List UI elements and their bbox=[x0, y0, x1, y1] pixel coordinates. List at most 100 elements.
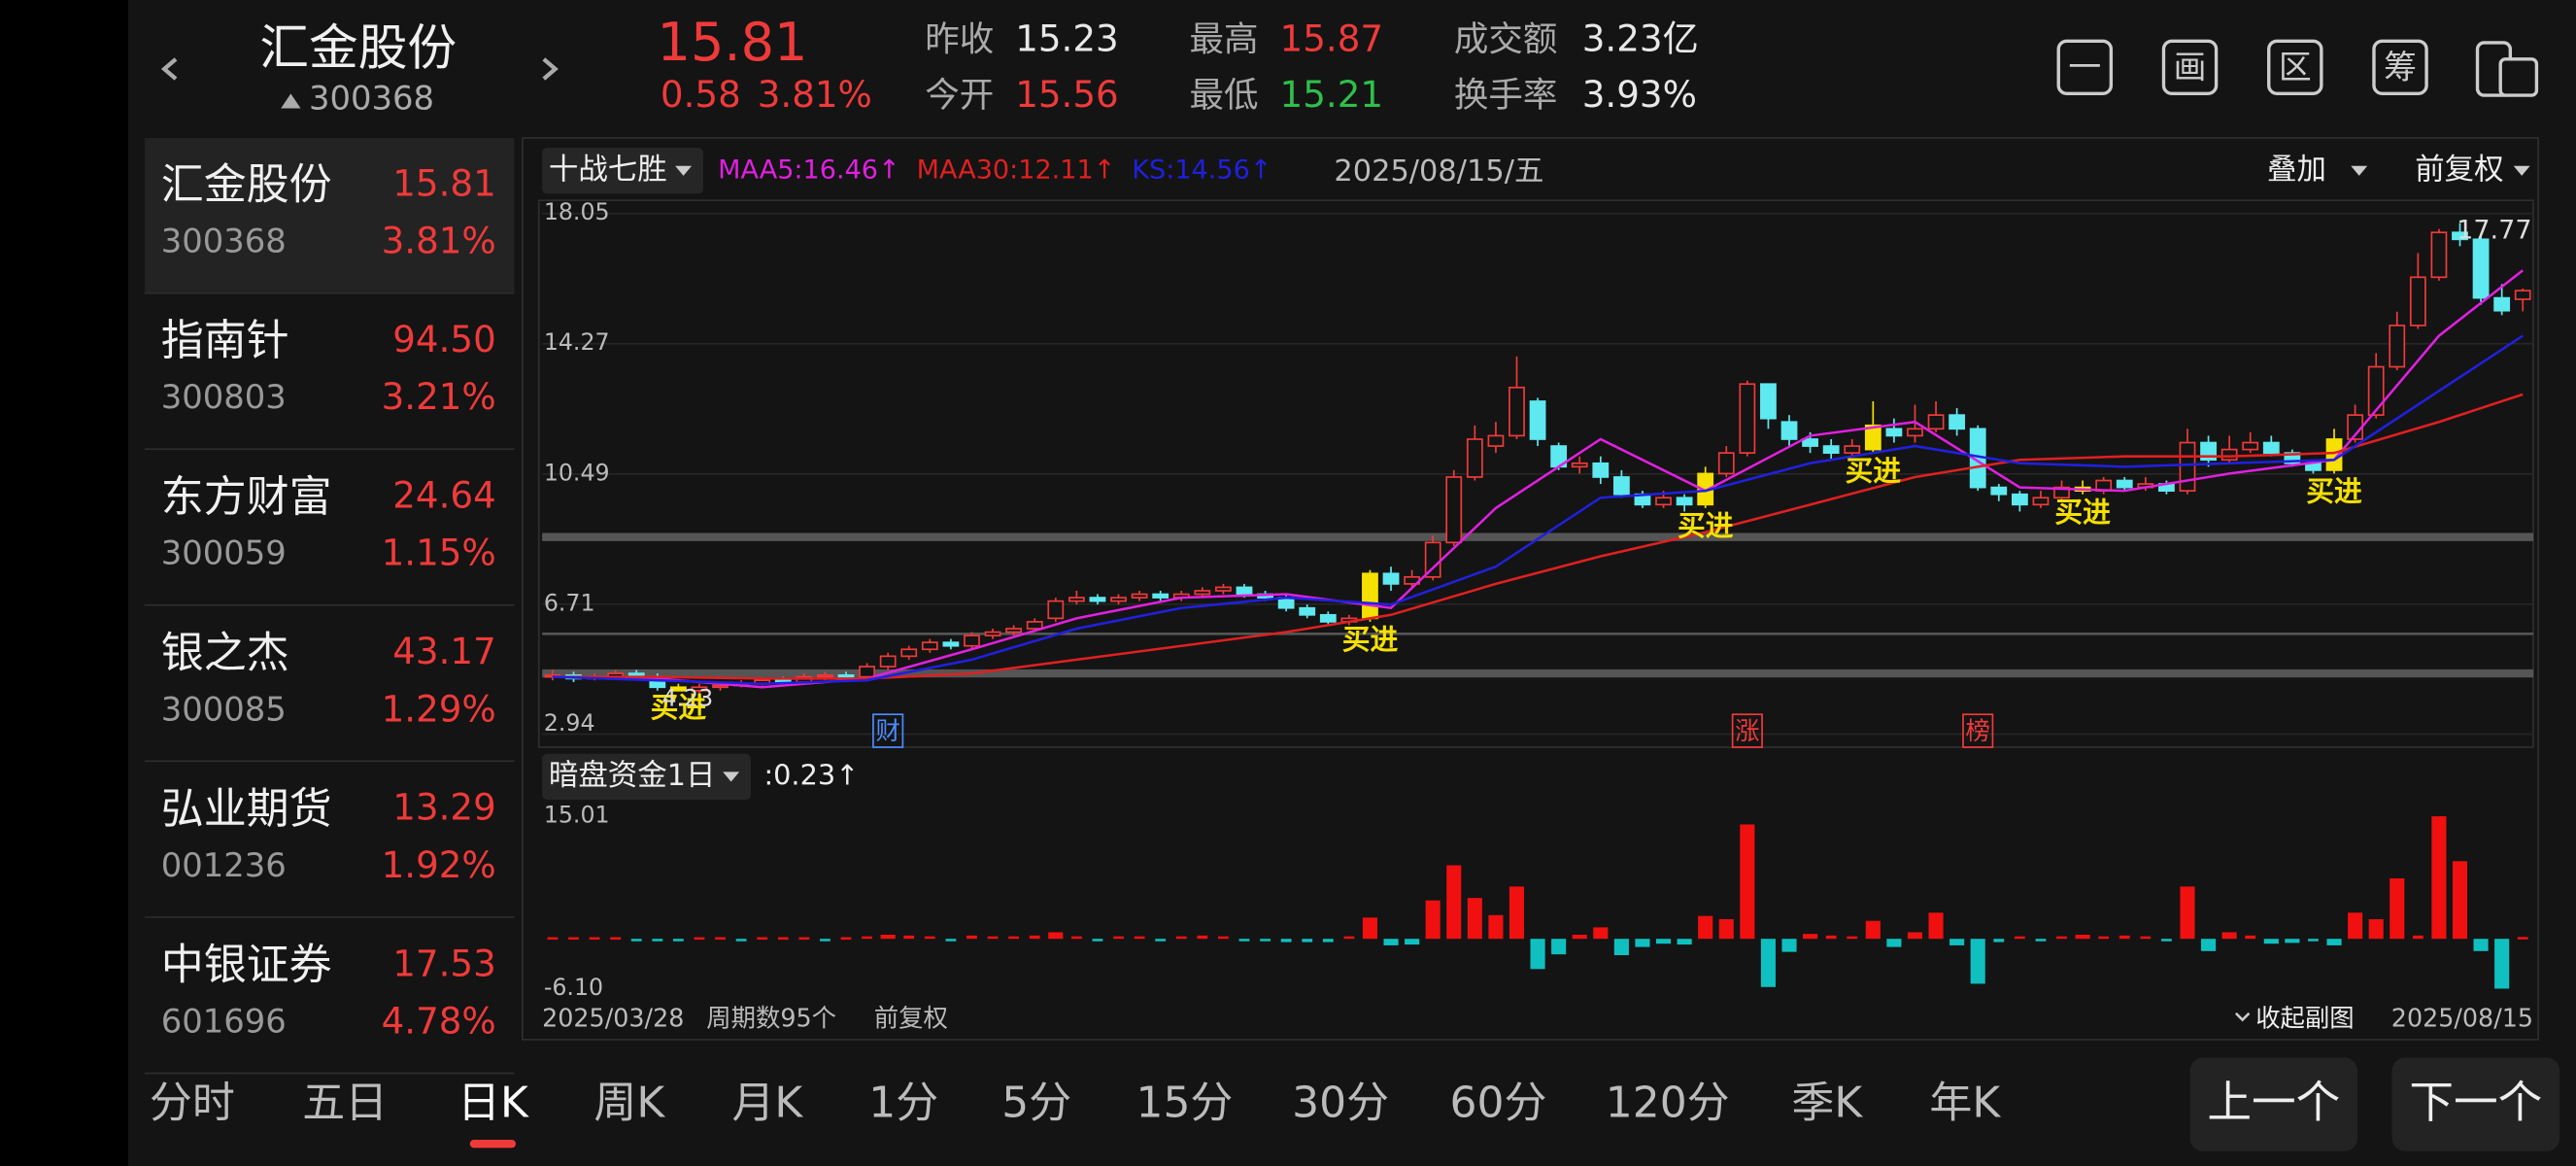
y-tick-label: 6.71 bbox=[544, 589, 595, 616]
watch-name: 中银证券 bbox=[161, 941, 332, 990]
candle-body bbox=[2116, 479, 2133, 489]
watch-row[interactable] bbox=[144, 450, 515, 604]
watch-row[interactable] bbox=[144, 293, 515, 449]
candle-body bbox=[2430, 231, 2448, 279]
signal-label: 买进 bbox=[1678, 509, 1734, 542]
fund-bar bbox=[1425, 900, 1441, 940]
tool-label[interactable]: 筹 bbox=[2384, 48, 2417, 86]
fund-bar bbox=[1551, 939, 1567, 955]
fund-bar bbox=[2014, 936, 2025, 940]
watch-row[interactable] bbox=[144, 137, 515, 292]
tool-icon[interactable] bbox=[2056, 39, 2114, 96]
tool-icon[interactable] bbox=[2267, 39, 2323, 96]
nav-button-bg[interactable] bbox=[2391, 1057, 2560, 1151]
candle-body bbox=[1907, 428, 1923, 437]
candle-body bbox=[879, 655, 897, 668]
sub-indicator-name[interactable]: 暗盘资金1日 bbox=[549, 759, 716, 793]
fund-bar bbox=[1655, 939, 1672, 944]
candle-body bbox=[2284, 452, 2301, 464]
fund-bar bbox=[672, 939, 684, 942]
indicator-select[interactable] bbox=[542, 148, 703, 194]
tool-label[interactable]: 一 bbox=[2068, 48, 2101, 86]
period-tab[interactable]: 15分 bbox=[1135, 1078, 1233, 1127]
candle-body bbox=[2389, 325, 2406, 368]
period-tab[interactable]: 五日 bbox=[302, 1078, 388, 1127]
period-tab[interactable]: 周K bbox=[593, 1078, 665, 1127]
watch-row[interactable] bbox=[144, 762, 515, 917]
fund-bar bbox=[1467, 898, 1482, 940]
stat-value: 15.23 bbox=[1015, 17, 1119, 60]
watch-price: 94.50 bbox=[392, 318, 496, 360]
tool-icon[interactable] bbox=[2161, 39, 2219, 96]
fund-bar bbox=[2035, 939, 2047, 942]
watch-price: 24.64 bbox=[392, 474, 496, 517]
chart-date: 2025/08/15/五 bbox=[1334, 154, 1543, 189]
collapse-button[interactable]: 收起副图 bbox=[2255, 1004, 2354, 1033]
dropdown-caret bbox=[2351, 165, 2368, 176]
stock-code: 300368 bbox=[309, 80, 434, 118]
fund-bar bbox=[1092, 939, 1103, 942]
candle-body bbox=[2242, 441, 2259, 451]
period-tab[interactable]: 月K bbox=[731, 1078, 803, 1127]
fund-bar bbox=[1260, 939, 1271, 942]
stat-label: 今开 bbox=[925, 76, 994, 116]
watch-code: 300803 bbox=[161, 378, 287, 416]
fund-bar bbox=[547, 937, 559, 941]
period-tab[interactable]: 分时 bbox=[150, 1078, 235, 1127]
watch-code: 300368 bbox=[161, 223, 287, 260]
event-label: 榜 bbox=[1966, 716, 1990, 745]
tool-label[interactable]: 画 bbox=[2174, 48, 2207, 86]
period-tab[interactable]: 年K bbox=[1929, 1078, 2001, 1127]
sub-indicator-select[interactable] bbox=[542, 753, 751, 801]
candle-body bbox=[1739, 383, 1756, 454]
fund-bar bbox=[880, 934, 896, 940]
nav-button[interactable]: 上一个 bbox=[2207, 1077, 2340, 1128]
nav-button[interactable]: 下一个 bbox=[2409, 1077, 2542, 1128]
fund-bar bbox=[1781, 939, 1797, 952]
dropdown-caret bbox=[675, 165, 693, 176]
signal-label: 买进 bbox=[651, 691, 707, 724]
period-tab[interactable]: 日K bbox=[458, 1078, 529, 1127]
dropdown-caret bbox=[2513, 165, 2530, 176]
candle-body bbox=[1990, 486, 2008, 496]
period-tab[interactable]: 季K bbox=[1791, 1078, 1863, 1127]
fund-bar bbox=[2308, 939, 2319, 942]
fund-bar bbox=[2452, 861, 2468, 940]
candle-body bbox=[1949, 414, 1966, 430]
adjust-button[interactable]: 前复权 bbox=[2415, 153, 2503, 187]
period-tab[interactable]: 5分 bbox=[1001, 1078, 1071, 1127]
y-tick-label: 2.94 bbox=[544, 709, 595, 737]
watch-row[interactable] bbox=[144, 605, 515, 761]
fund-bar bbox=[735, 939, 747, 942]
up-triangle bbox=[281, 93, 301, 109]
watch-pct: 3.21% bbox=[382, 375, 496, 418]
candle-body bbox=[984, 631, 1001, 636]
next-stock-arrow[interactable] bbox=[542, 57, 559, 81]
collapse-caret bbox=[2234, 1012, 2251, 1022]
overlay-button[interactable]: 叠加 bbox=[2267, 153, 2326, 187]
period-tab[interactable]: 30分 bbox=[1292, 1078, 1389, 1127]
fund-bar bbox=[2348, 912, 2363, 940]
candle-body bbox=[837, 674, 855, 678]
end-date: 2025/08/15 bbox=[2391, 1004, 2533, 1033]
period-tab[interactable]: 60分 bbox=[1450, 1078, 1547, 1127]
tool-label[interactable]: 区 bbox=[2279, 48, 2312, 86]
nav-button-bg[interactable] bbox=[2189, 1057, 2358, 1151]
indicator-name[interactable]: 十战七胜 bbox=[549, 153, 667, 187]
watch-code: 001236 bbox=[161, 846, 287, 884]
stat-label: 最低 bbox=[1190, 76, 1259, 116]
fund-bar bbox=[1155, 939, 1167, 942]
fund-bar bbox=[840, 937, 852, 941]
fund-bar bbox=[1635, 939, 1650, 947]
fund-bar bbox=[1029, 935, 1040, 940]
period-tab[interactable]: 1分 bbox=[868, 1078, 938, 1127]
fund-bar bbox=[2140, 936, 2152, 940]
tool-icon[interactable] bbox=[2372, 39, 2428, 96]
candle-body bbox=[900, 648, 918, 658]
watch-row[interactable] bbox=[144, 917, 515, 1073]
period-tab[interactable]: 120分 bbox=[1606, 1078, 1730, 1127]
prev-stock-arrow[interactable] bbox=[160, 57, 178, 81]
candle-body bbox=[1005, 628, 1023, 634]
fund-bar bbox=[945, 939, 957, 942]
fund-bar bbox=[1698, 915, 1713, 940]
